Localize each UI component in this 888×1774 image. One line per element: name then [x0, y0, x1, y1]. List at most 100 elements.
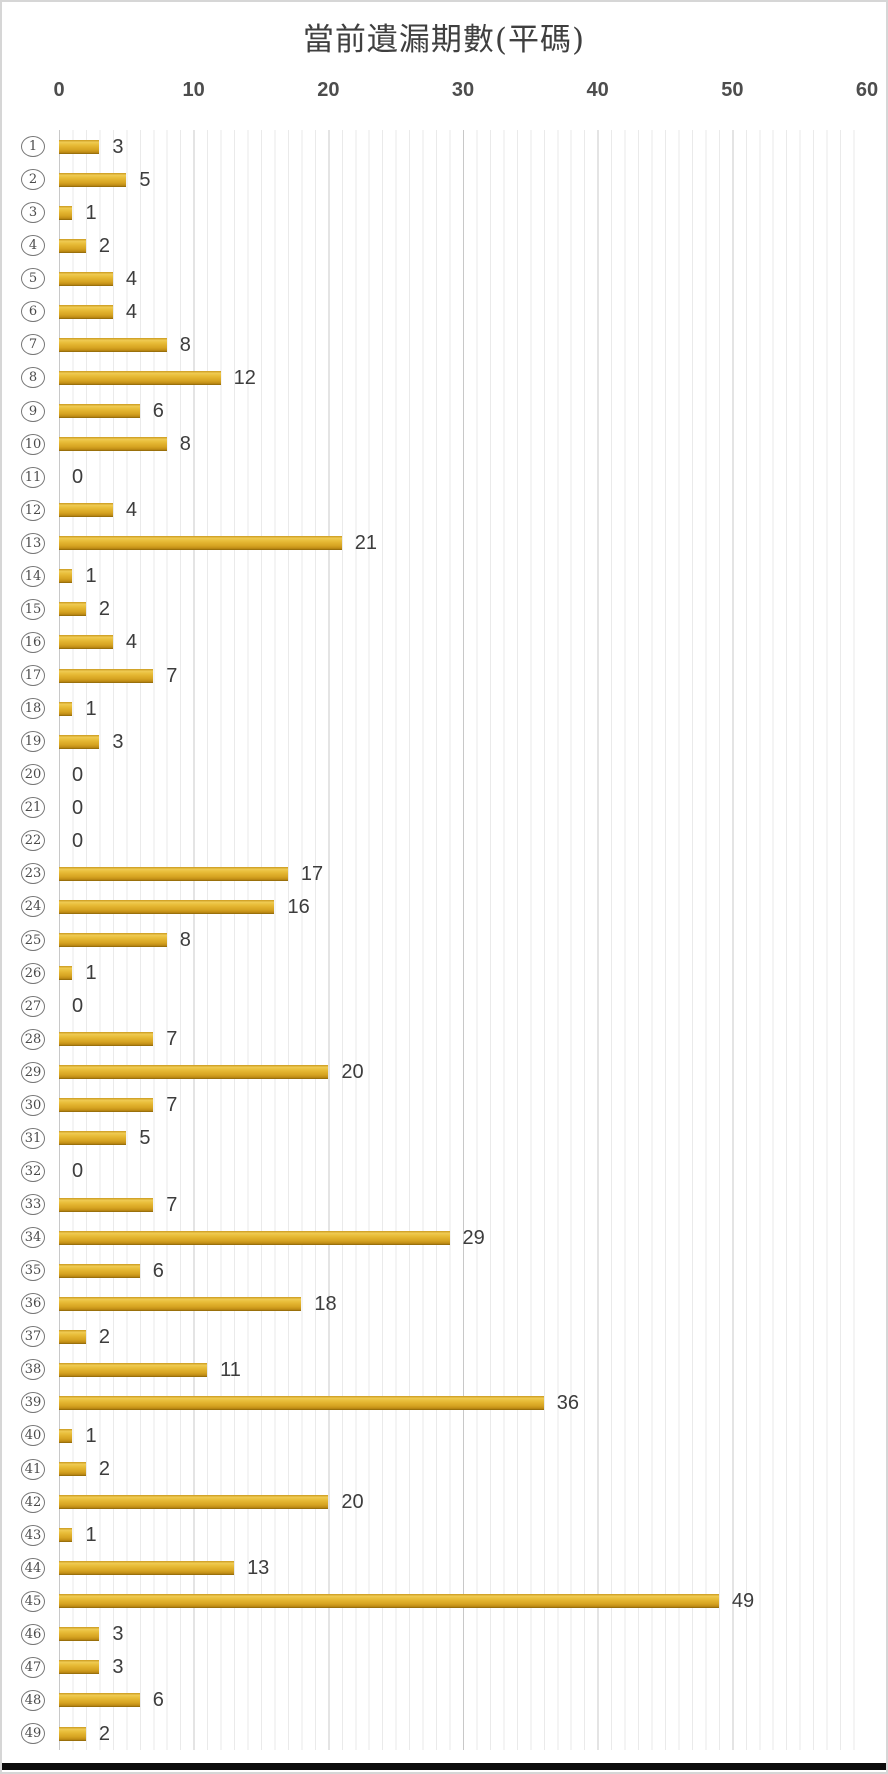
- category-cell: 3: [15, 196, 51, 229]
- bar-row: 11: [59, 1353, 867, 1386]
- bar-row: 4: [59, 626, 867, 659]
- category-label: 47: [21, 1656, 45, 1678]
- bar: [59, 1362, 208, 1377]
- category-label: 32: [21, 1160, 45, 1182]
- bar-row: 3: [59, 725, 867, 758]
- bar-value-label: 0: [72, 829, 84, 852]
- bar-value-label: 2: [98, 598, 111, 621]
- bar-row: 2: [59, 1453, 867, 1486]
- category-label: 24: [21, 896, 45, 918]
- bar-value-label: 2: [98, 1722, 111, 1745]
- bar: [59, 966, 73, 981]
- bar: [59, 1197, 154, 1212]
- bar-value-label: 6: [152, 1259, 164, 1282]
- category-label: 33: [21, 1194, 45, 1216]
- bar-row: 7: [59, 1188, 867, 1221]
- category-label: 35: [21, 1260, 45, 1282]
- category-cell: 10: [15, 428, 51, 461]
- bar: [59, 1528, 73, 1543]
- bottom-border-strip: [2, 1763, 886, 1770]
- category-label: 23: [21, 863, 45, 885]
- bar-value-label: 4: [125, 499, 137, 522]
- bar: [59, 1098, 154, 1113]
- bar-value-label: 5: [139, 1127, 151, 1150]
- bar-value-label: 0: [72, 995, 84, 1018]
- bar: [59, 238, 86, 253]
- bar-value-label: 21: [354, 532, 378, 555]
- category-label: 21: [21, 797, 45, 819]
- category-label: 43: [21, 1524, 45, 1546]
- category-label: 28: [21, 1028, 45, 1050]
- category-label: 34: [21, 1227, 45, 1249]
- bar: [59, 172, 127, 187]
- category-label: 18: [21, 698, 45, 720]
- category-label: 1: [21, 136, 45, 158]
- bar-row: 2: [59, 1320, 867, 1353]
- bar: [59, 1395, 544, 1410]
- bar-row: 21: [59, 527, 867, 560]
- category-label: 11: [21, 466, 45, 488]
- bar-row: 3: [59, 1651, 867, 1684]
- bar-row: 6: [59, 1254, 867, 1287]
- bar-row: 18: [59, 1287, 867, 1320]
- category-label: 12: [21, 499, 45, 521]
- category-cell: 39: [15, 1386, 51, 1419]
- bar-value-label: 8: [179, 433, 191, 456]
- bar-value-label: 8: [179, 929, 191, 952]
- bar: [59, 866, 288, 881]
- bar: [59, 437, 167, 452]
- bar: [59, 569, 73, 584]
- bar-value-label: 1: [85, 565, 97, 588]
- bar: [59, 536, 342, 551]
- x-tick-label: 20: [317, 79, 340, 101]
- category-label: 7: [21, 334, 45, 356]
- category-label: 26: [21, 962, 45, 984]
- category-label: 42: [21, 1491, 45, 1513]
- bar-row: 4: [59, 295, 867, 328]
- bar-value-label: 7: [166, 664, 178, 687]
- category-label: 31: [21, 1127, 45, 1149]
- bar: [59, 1693, 140, 1708]
- bar-value-label: 3: [112, 730, 124, 753]
- bar-value-label: 3: [112, 1656, 124, 1679]
- category-cell: 46: [15, 1618, 51, 1651]
- bar-value-label: 7: [166, 1193, 178, 1216]
- bar: [59, 1329, 86, 1344]
- bar: [59, 304, 113, 319]
- x-tick-label: 60: [855, 79, 879, 101]
- bar-value-label: 8: [179, 333, 191, 356]
- bar-value-label: 0: [72, 796, 84, 819]
- category-cell: 41: [15, 1453, 51, 1486]
- category-cell: 43: [15, 1519, 51, 1552]
- category-label: 15: [21, 598, 45, 620]
- bar-row: 2: [59, 229, 867, 262]
- plot-area: 3 5 1 2 4 4 8 12 6 8 0 4 21 1 2 4 7 1 3 0 0 0 17 16 8 1 0 7 20 7 5 0 7 29…: [59, 130, 867, 1750]
- category-label: 4: [21, 235, 45, 257]
- chart-title: 當前遺漏期數(平碼): [302, 22, 586, 58]
- bar-row: 1: [59, 560, 867, 593]
- bar-value-label: 4: [125, 631, 137, 654]
- bar-row: 8: [59, 924, 867, 957]
- category-label: 41: [21, 1458, 45, 1480]
- bar-row: 12: [59, 361, 867, 394]
- category-cell: 32: [15, 1155, 51, 1188]
- bar: [59, 205, 73, 220]
- bar-row: 3: [59, 130, 867, 163]
- category-cell: 13: [15, 527, 51, 560]
- category-cell: 11: [15, 461, 51, 494]
- category-label: 49: [21, 1723, 45, 1745]
- bar-value-label: 29: [462, 1226, 485, 1249]
- bar-row: 1: [59, 692, 867, 725]
- bar-row: 7: [59, 659, 867, 692]
- bar: [59, 404, 140, 419]
- bar: [59, 1561, 235, 1576]
- category-cell: 22: [15, 824, 51, 857]
- bar-row: 0: [59, 791, 867, 824]
- category-label: 14: [21, 565, 45, 587]
- category-cell: 35: [15, 1254, 51, 1287]
- bar-row: 2: [59, 593, 867, 626]
- bar-row: 0: [59, 824, 867, 857]
- bar: [59, 337, 167, 352]
- bar: [59, 1660, 100, 1675]
